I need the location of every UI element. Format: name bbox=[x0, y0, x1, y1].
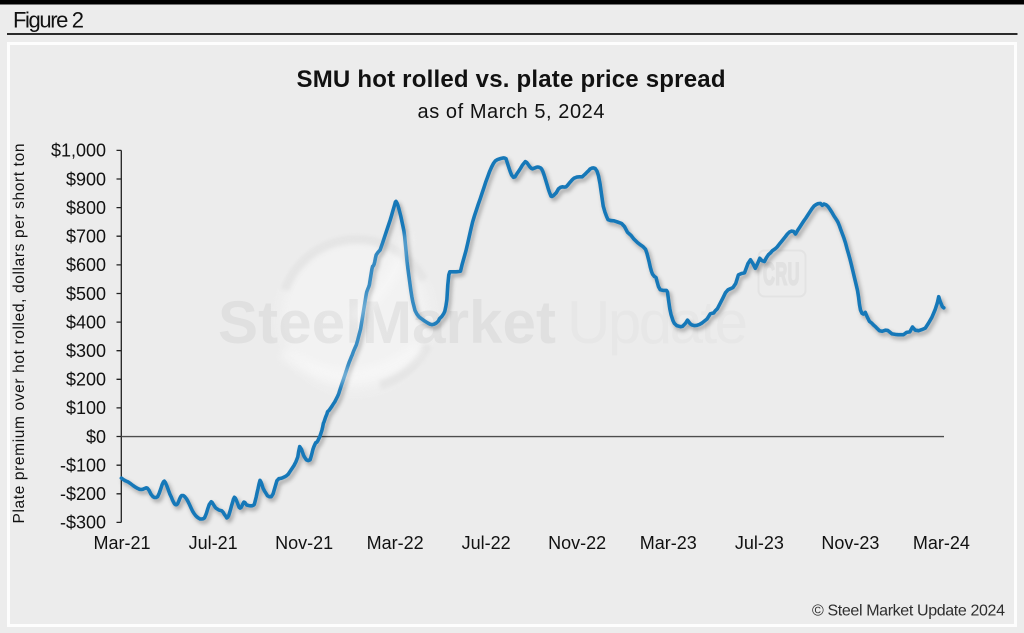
svg-text:Mar-23: Mar-23 bbox=[640, 533, 697, 553]
svg-text:-$300: -$300 bbox=[60, 513, 106, 533]
svg-text:$500: $500 bbox=[66, 284, 106, 304]
svg-text:Mar-22: Mar-22 bbox=[367, 533, 424, 553]
svg-text:-$200: -$200 bbox=[60, 484, 106, 504]
svg-text:$200: $200 bbox=[66, 370, 106, 390]
svg-text:© Steel Market Update 2024: © Steel Market Update 2024 bbox=[812, 603, 1005, 620]
svg-text:Nov-23: Nov-23 bbox=[821, 533, 879, 553]
svg-text:$600: $600 bbox=[66, 255, 106, 275]
svg-text:Jul-22: Jul-22 bbox=[462, 533, 511, 553]
svg-text:Mar-24: Mar-24 bbox=[913, 533, 970, 553]
svg-text:$300: $300 bbox=[66, 341, 106, 361]
svg-text:-$100: -$100 bbox=[60, 456, 106, 476]
svg-text:Update: Update bbox=[567, 289, 748, 356]
svg-text:$100: $100 bbox=[66, 398, 106, 418]
svg-text:as of March 5, 2024: as of March 5, 2024 bbox=[418, 101, 605, 123]
svg-text:CRU: CRU bbox=[763, 257, 800, 292]
svg-text:$400: $400 bbox=[66, 312, 106, 332]
svg-text:Nov-22: Nov-22 bbox=[548, 533, 606, 553]
svg-text:$700: $700 bbox=[66, 227, 106, 247]
svg-text:$1,000: $1,000 bbox=[51, 141, 106, 161]
svg-text:$0: $0 bbox=[86, 427, 106, 447]
svg-text:SMU hot rolled vs. plate price: SMU hot rolled vs. plate price spread bbox=[297, 66, 726, 93]
svg-text:Figure 2: Figure 2 bbox=[13, 8, 84, 33]
svg-text:Jul-21: Jul-21 bbox=[189, 533, 238, 553]
svg-text:Mar-21: Mar-21 bbox=[93, 533, 150, 553]
svg-text:Nov-21: Nov-21 bbox=[275, 533, 333, 553]
svg-text:Plate premium over hot rolled,: Plate premium over hot rolled, dollars p… bbox=[11, 144, 28, 524]
svg-text:Jul-23: Jul-23 bbox=[735, 533, 784, 553]
svg-text:$900: $900 bbox=[66, 169, 106, 189]
svg-text:$800: $800 bbox=[66, 198, 106, 218]
